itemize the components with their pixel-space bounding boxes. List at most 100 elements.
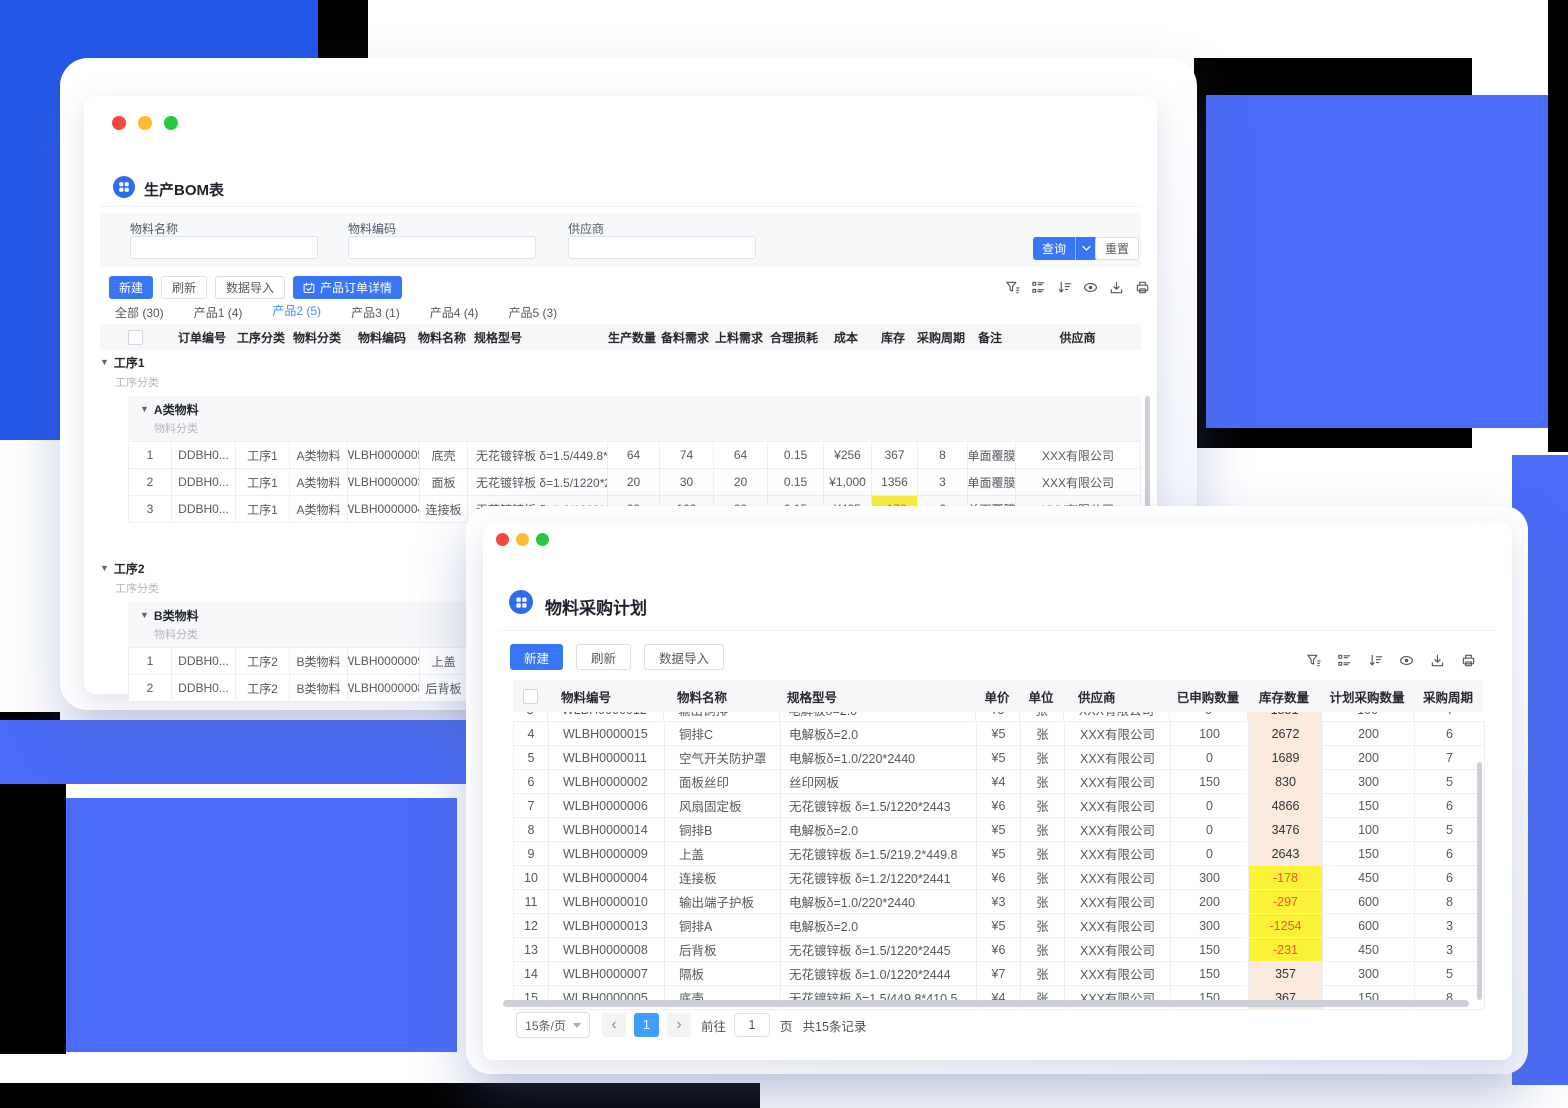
- vertical-scrollbar[interactable]: [1477, 762, 1482, 1000]
- process-group-header[interactable]: ▼ 工序2: [100, 560, 1141, 577]
- cell: 无花镀锌板 δ=1.0/1220*2444: [780, 962, 976, 985]
- material-code-input[interactable]: [348, 236, 536, 259]
- table-row[interactable]: 8 WLBH0000014 铜排B 电解板δ=2.0 ¥5 张 XXX有限公司 0 3476 10…: [514, 818, 1484, 842]
- cell: DDBH0...: [171, 442, 235, 468]
- table-row[interactable]: 9 WLBH0000009 上盖 无花镀锌板 δ=1.5/219.2*449.8 ¥5 张…: [514, 842, 1484, 866]
- cell: 5: [1414, 770, 1484, 793]
- data-import-button[interactable]: 数据导入: [215, 276, 286, 299]
- table-row[interactable]: 10 WLBH0000004 连接板 无花镀锌板 δ=1.2/1220*2441 ¥6 张…: [514, 866, 1484, 890]
- button-divider: [1075, 237, 1077, 260]
- cell: 单面覆膜: [967, 442, 1015, 468]
- close-window-icon[interactable]: [112, 116, 126, 130]
- cell: DDBH0...: [171, 496, 235, 522]
- tab-产品1 (4)[interactable]: 产品1 (4): [193, 306, 243, 320]
- tab-产品5 (3)[interactable]: 产品5 (3): [508, 306, 558, 320]
- refresh-button[interactable]: 刷新: [161, 276, 208, 299]
- table-row[interactable]: 14 WLBH0000007 隔板 无花镀锌板 δ=1.0/1220*2444 ¥7 张 X…: [514, 962, 1484, 986]
- cell: 3: [1414, 914, 1484, 937]
- view-settings-icon[interactable]: [1336, 652, 1352, 668]
- window-controls: [112, 116, 190, 130]
- divider: [100, 206, 1141, 207]
- minimize-window-icon[interactable]: [138, 116, 152, 130]
- cell: 8: [917, 442, 967, 468]
- table-row[interactable]: 2 DDBH0...工序1A类物料WLBH0000003面板无花镀锌板 δ=1.5…: [129, 469, 1140, 496]
- page-unit-label: 页: [780, 1019, 793, 1034]
- cell: 12: [524, 918, 538, 933]
- supplier-input[interactable]: [568, 236, 756, 259]
- cell: ¥7: [976, 962, 1020, 985]
- reset-button[interactable]: 重置: [1095, 237, 1139, 260]
- material-name-input[interactable]: [130, 236, 318, 259]
- visibility-icon[interactable]: [1398, 652, 1414, 668]
- process-group-header[interactable]: ▼ 工序1: [100, 354, 1141, 371]
- minimize-window-icon[interactable]: [516, 533, 529, 546]
- tab-产品4 (4)[interactable]: 产品4 (4): [429, 306, 479, 320]
- table-row[interactable]: 4 WLBH0000015 铜排C 电解板δ=2.0 ¥5 张 XXX有限公司 100 2672…: [514, 722, 1484, 746]
- cell: WLBH0000007: [548, 962, 664, 985]
- horizontal-scrollbar[interactable]: [503, 1000, 1469, 1007]
- cell: ¥5: [975, 712, 1019, 721]
- table-row[interactable]: 1 DDBH0...工序1A类物料WLBH0000005底壳无花镀锌板 δ=1.5…: [129, 442, 1140, 469]
- column-header: 单位: [1028, 690, 1054, 705]
- table-row[interactable]: 6 WLBH0000002 面板丝印 丝印网板 ¥4 张 XXX有限公司 150 830 300 5: [514, 770, 1484, 794]
- table-row[interactable]: 12 WLBH0000013 铜排A 电解板δ=2.0 ¥5 张 XXX有限公司 300 -12…: [514, 914, 1484, 938]
- page-size-select[interactable]: 15条/页: [516, 1012, 590, 1038]
- cell: 357: [1248, 962, 1322, 985]
- next-page-button[interactable]: ›: [667, 1013, 691, 1037]
- tab-全部 (30)[interactable]: 全部 (30): [115, 306, 164, 320]
- zoom-window-icon[interactable]: [536, 533, 549, 546]
- cell: ¥5: [976, 842, 1020, 865]
- cell: 后背板: [664, 938, 780, 961]
- cell: 1356: [871, 469, 917, 495]
- zoom-window-icon[interactable]: [164, 116, 178, 130]
- cell: 8: [1414, 890, 1484, 913]
- material-group-header[interactable]: ▼ A类物料 物料分类: [128, 396, 1141, 441]
- sort-descending-icon[interactable]: [1367, 652, 1383, 668]
- visibility-icon[interactable]: [1082, 279, 1098, 295]
- column-header: 工序分类: [236, 330, 285, 345]
- sort-descending-icon[interactable]: [1056, 279, 1072, 295]
- cell: ¥6: [976, 794, 1020, 817]
- print-icon[interactable]: [1134, 279, 1150, 295]
- cell: 隔板: [664, 962, 780, 985]
- query-button[interactable]: 查询: [1033, 237, 1098, 260]
- column-header: 计划采购数量: [1329, 690, 1405, 705]
- new-button[interactable]: 新建: [510, 644, 564, 670]
- filter-icon[interactable]: [1004, 279, 1020, 295]
- filter-icon[interactable]: [1305, 652, 1321, 668]
- cell: 6: [527, 774, 535, 789]
- data-import-button[interactable]: 数据导入: [644, 644, 725, 670]
- cell: WLBH0000009: [548, 842, 664, 865]
- select-all-checkbox[interactable]: [522, 688, 538, 704]
- table-row[interactable]: 3WLBH0000012输出铜排电解板δ=2.0¥5张XXX有限公司018511…: [513, 712, 1483, 721]
- download-icon[interactable]: [1108, 279, 1124, 295]
- cell: 连接板: [664, 866, 780, 889]
- cell: WLBH0000011: [548, 746, 664, 769]
- tab-产品3 (1)[interactable]: 产品3 (1): [351, 306, 400, 320]
- cell: 6: [1414, 722, 1484, 745]
- prev-page-button[interactable]: ‹: [602, 1013, 626, 1037]
- select-all-checkbox[interactable]: [127, 329, 143, 345]
- current-page-button[interactable]: 1: [634, 1013, 659, 1037]
- download-icon[interactable]: [1429, 652, 1445, 668]
- cell: 6: [1414, 794, 1484, 817]
- print-icon[interactable]: [1460, 652, 1476, 668]
- vertical-scrollbar[interactable]: [1145, 396, 1150, 586]
- refresh-button[interactable]: 刷新: [576, 644, 632, 670]
- chevron-right-icon: ›: [676, 1016, 682, 1033]
- cell: 张: [1020, 962, 1064, 985]
- table-row[interactable]: 13 WLBH0000008 后背板 无花镀锌板 δ=1.5/1220*2445 ¥6 张…: [514, 938, 1484, 962]
- header-checkbox-cell: [100, 324, 170, 350]
- table-row[interactable]: 11 WLBH0000010 输出端子护板 电解板δ=1.0/220*2440 ¥3 张 X…: [514, 890, 1484, 914]
- cell: 上盖: [419, 648, 467, 674]
- cell: 0: [1170, 818, 1248, 841]
- close-window-icon[interactable]: [496, 533, 509, 546]
- new-button[interactable]: 新建: [109, 276, 154, 299]
- table-row[interactable]: 7 WLBH0000006 风扇固定板 无花镀锌板 δ=1.5/1220*2443 ¥6…: [514, 794, 1484, 818]
- view-settings-icon[interactable]: [1030, 279, 1046, 295]
- cell: ¥5: [976, 722, 1020, 745]
- chevron-down-icon[interactable]: [1076, 245, 1097, 252]
- goto-page-input[interactable]: [734, 1013, 771, 1037]
- table-row[interactable]: 5 WLBH0000011 空气开关防护罩 电解板δ=1.0/220*2440 ¥5 张 X…: [514, 746, 1484, 770]
- product-order-detail-button[interactable]: 产品订单详情: [293, 276, 403, 299]
